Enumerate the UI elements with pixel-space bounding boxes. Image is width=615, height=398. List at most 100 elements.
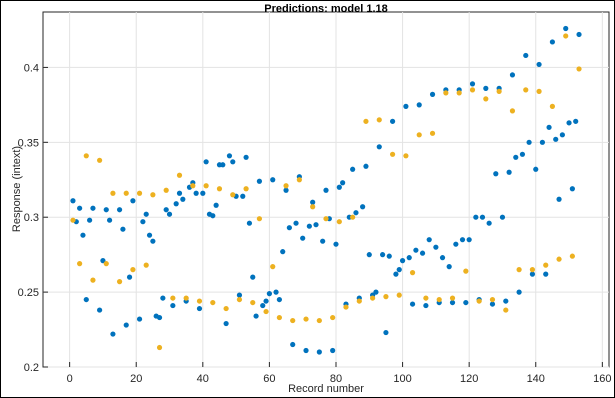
blue-data-point <box>539 139 546 145</box>
blue-data-point <box>423 302 429 309</box>
blue-data-point <box>469 81 476 87</box>
blue-data-point <box>220 162 226 168</box>
blue-data-point <box>130 198 136 204</box>
blue-data-point <box>533 166 539 172</box>
blue-data-point <box>266 291 272 297</box>
blue-data-point <box>303 347 309 354</box>
blue-data-point <box>536 61 542 68</box>
blue-data-point <box>416 102 422 108</box>
yellow-data-point <box>183 295 189 301</box>
x-tick-label: 100 <box>393 373 411 385</box>
blue-data-point <box>549 39 556 45</box>
blue-data-point <box>389 118 396 124</box>
yellow-data-point <box>136 190 143 196</box>
x-tick-label: 40 <box>197 373 209 385</box>
yellow-data-point <box>243 186 249 192</box>
blue-data-point <box>77 205 83 211</box>
blue-data-point <box>366 252 372 258</box>
yellow-data-point <box>270 264 276 270</box>
yellow-data-point <box>190 183 196 189</box>
x-tick-label: 0 <box>67 373 73 385</box>
yellow-data-point <box>163 187 169 193</box>
blue-data-point <box>170 302 176 309</box>
yellow-data-point <box>416 132 422 138</box>
blue-data-point <box>166 211 173 217</box>
yellow-data-point <box>569 253 575 259</box>
yellow-data-point <box>116 279 123 285</box>
yellow-data-point <box>263 308 269 315</box>
blue-data-point <box>250 274 256 280</box>
x-tick-label: 20 <box>130 373 142 385</box>
blue-data-point <box>160 295 166 301</box>
yellow-data-point <box>403 153 409 159</box>
blue-data-point <box>263 298 269 304</box>
yellow-data-point <box>529 267 536 273</box>
blue-data-point <box>573 118 579 124</box>
blue-data-point <box>406 255 412 261</box>
grid <box>43 12 609 368</box>
yellow-data-point <box>316 317 322 324</box>
blue-data-point <box>566 120 572 126</box>
blue-data-point <box>260 302 266 309</box>
yellow-data-point <box>489 296 496 303</box>
chart-title: Predictions: model 1.18 <box>264 3 387 15</box>
blue-data-point <box>120 226 126 232</box>
yellow-data-point <box>156 344 163 351</box>
blue-data-point <box>453 241 459 247</box>
blue-data-point <box>200 190 206 196</box>
blue-data-point <box>546 124 552 130</box>
blue-data-point <box>353 210 359 216</box>
blue-data-point <box>103 207 109 213</box>
blue-data-point <box>473 214 479 220</box>
yellow-data-point <box>83 153 89 159</box>
blue-data-point <box>459 237 466 243</box>
yellow-data-point <box>503 307 509 313</box>
yellow-data-point <box>176 172 183 178</box>
y-tick-label: 0.4 <box>24 62 39 74</box>
blue-data-point <box>559 132 565 138</box>
blue-data-point <box>529 271 536 277</box>
blue-data-point <box>320 238 326 244</box>
blue-data-point <box>143 211 149 217</box>
blue-data-point <box>509 72 516 78</box>
yellow-data-point <box>250 299 256 306</box>
blue-data-point <box>316 349 322 355</box>
blue-data-point <box>503 298 509 304</box>
x-tick-label: 80 <box>330 373 342 385</box>
blue-data-point <box>293 220 299 226</box>
blue-data-point <box>276 296 282 303</box>
blue-data-point <box>413 247 419 253</box>
blue-data-point <box>193 190 199 196</box>
blue-data-point <box>340 180 346 186</box>
yellow-data-point <box>210 299 216 306</box>
blue-data-point <box>150 238 156 244</box>
blue-data-point <box>273 289 279 295</box>
yellow-data-point <box>196 298 203 304</box>
yellow-data-point <box>77 261 83 267</box>
blue-data-point <box>419 250 426 256</box>
yellow-data-point <box>283 183 289 189</box>
blue-data-point <box>323 187 329 193</box>
blue-data-point <box>253 313 259 319</box>
blue-data-point <box>203 159 209 165</box>
y-tick-label: 0.25 <box>18 287 39 299</box>
blue-data-point <box>300 235 306 241</box>
yellow-data-point <box>110 190 116 196</box>
blue-data-point <box>383 329 389 336</box>
blue-data-point <box>140 219 146 225</box>
blue-data-point <box>83 296 89 303</box>
blue-data-point <box>553 136 559 142</box>
yellow-data-point <box>170 295 176 301</box>
yellow-data-point <box>476 298 482 304</box>
blue-data-point <box>350 166 356 172</box>
blue-data-point <box>110 331 116 337</box>
yellow-data-point <box>70 217 76 223</box>
yellow-data-point <box>310 204 316 210</box>
blue-data-point <box>126 274 133 280</box>
yellow-data-point <box>563 33 569 39</box>
y-axis-label: Response (intext) <box>11 146 23 232</box>
yellow-data-point <box>556 256 562 262</box>
blue-data-point <box>97 307 103 313</box>
blue-data-point <box>286 225 292 231</box>
